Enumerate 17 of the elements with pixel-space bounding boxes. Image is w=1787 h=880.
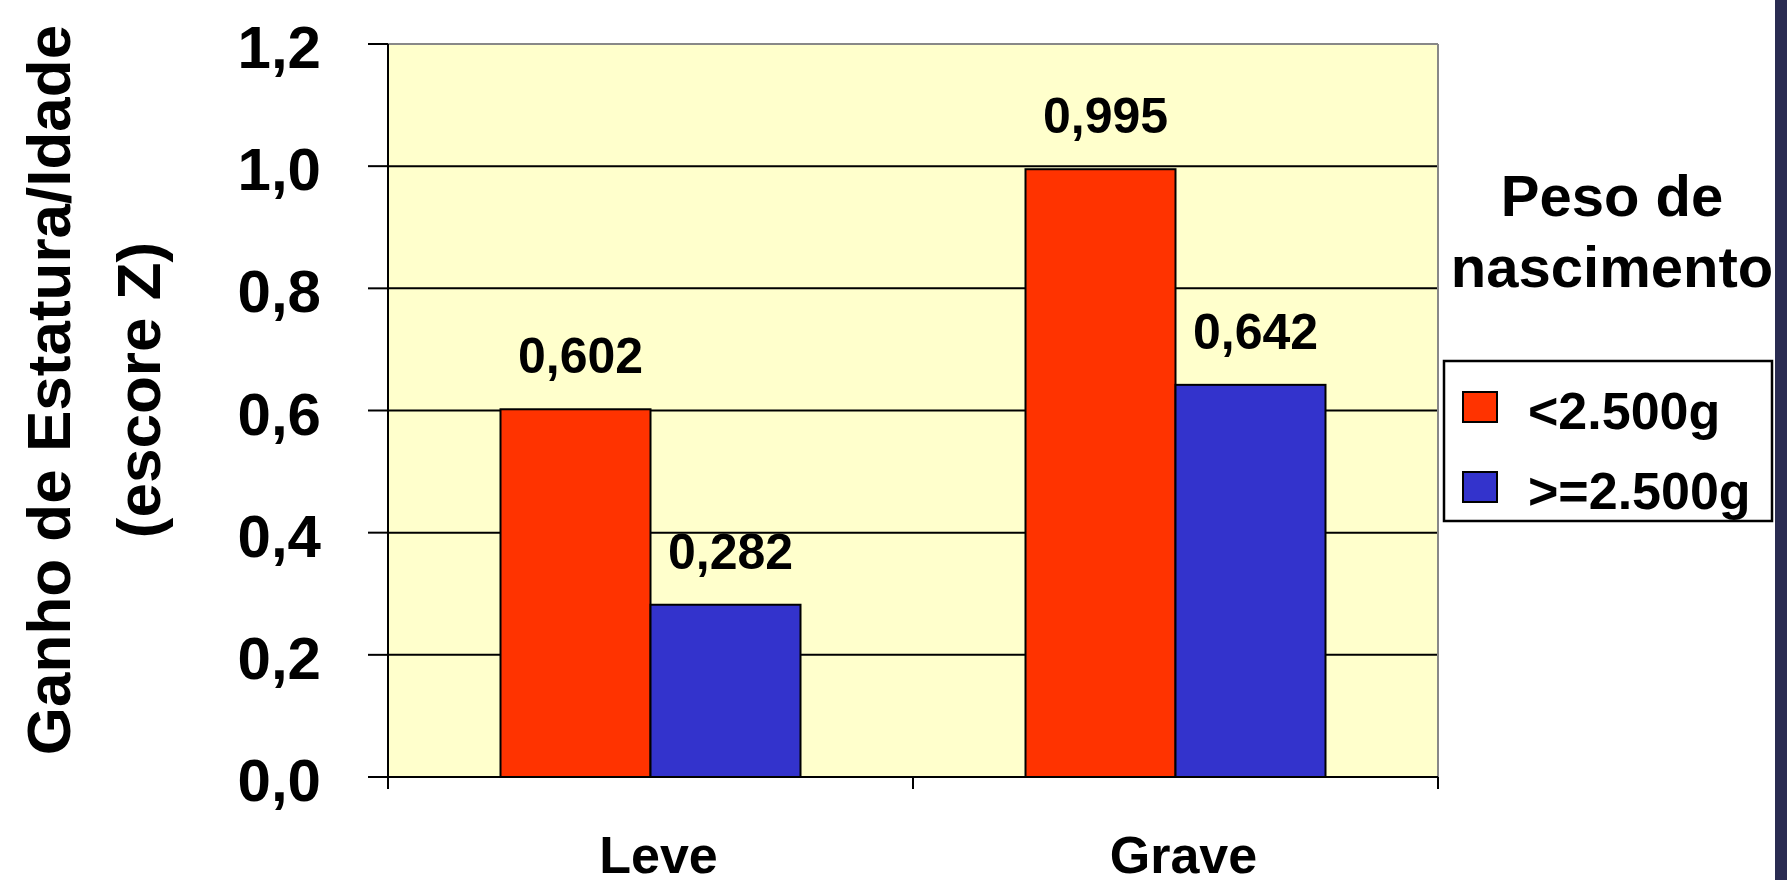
y-tick-label: 0,2 — [237, 624, 321, 692]
y-tick-label: 1,2 — [237, 14, 321, 81]
data-label: 0,642 — [1192, 303, 1319, 360]
legend-title: Peso de nascimento — [1450, 163, 1774, 299]
y-tick-label: 0,4 — [237, 502, 322, 570]
data-label: 0,282 — [667, 523, 794, 580]
y-tick-label: 0,8 — [237, 258, 321, 326]
legend-label: >=2.500g — [1528, 462, 1751, 520]
y-tick-label: 1,0 — [237, 136, 321, 204]
x-tick-label: Grave — [1109, 826, 1258, 880]
y-tick-label: 0,6 — [237, 380, 321, 448]
y-tick-label: 0,0 — [237, 747, 321, 814]
y-axis-title: Ganho de Estatura/Idade (escore Z) — [14, 24, 173, 756]
data-label: 0,602 — [517, 328, 644, 385]
x-tick-label: Leve — [599, 826, 718, 880]
data-label: 0,995 — [1042, 88, 1169, 145]
legend-label: <2.500g — [1528, 382, 1721, 440]
